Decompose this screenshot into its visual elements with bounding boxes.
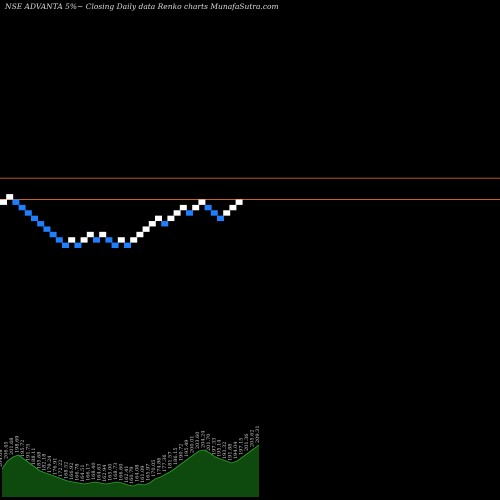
volume-label: 193.32 [222, 442, 228, 460]
up-brick [99, 231, 107, 238]
volume-label: 201.70 [206, 434, 212, 452]
down-brick [37, 221, 45, 227]
volume-label: 191.75 [25, 444, 31, 462]
volume-label: 205.62 [250, 430, 256, 448]
up-brick [86, 231, 94, 238]
volume-label: 166.60 [118, 464, 124, 482]
volume-label: 182.18 [42, 454, 48, 472]
up-brick [80, 237, 88, 243]
volume-panel: 204.08 206.45 201.68 198.69 195.72 191.75 188.… [0, 426, 261, 497]
volume-label: 170.05 [151, 460, 157, 478]
volume-label: 188.11 [31, 448, 37, 466]
volume-label: 197.33 [211, 438, 217, 456]
volume-label: 179.24 [47, 456, 53, 474]
volume-label: 165.00 [107, 464, 113, 482]
volume-label: 195.72 [20, 440, 26, 458]
volume-label: 195.49 [184, 440, 190, 458]
down-brick [186, 210, 193, 216]
up-brick [68, 237, 76, 243]
down-brick [111, 242, 119, 249]
volume-label: 204.24 [200, 431, 206, 449]
down-brick [24, 210, 32, 216]
up-brick [117, 237, 125, 243]
down-brick [217, 215, 224, 222]
volume-label: 166.92 [69, 463, 75, 481]
volume-label: 176.91 [53, 458, 59, 476]
volume-label: 160.79 [129, 467, 135, 485]
down-brick [31, 215, 38, 222]
volume-label: 194.04 [233, 442, 239, 460]
down-brick [210, 210, 218, 216]
up-brick [229, 204, 237, 211]
chart-title: NSE ADVANTA 5%~ Closing Daily data Renko… [4, 2, 279, 11]
volume-label: 203.60 [195, 432, 201, 450]
up-brick [173, 210, 181, 216]
down-brick [105, 237, 113, 243]
up-brick [198, 199, 206, 205]
down-brick [62, 242, 69, 249]
up-brick [155, 215, 162, 222]
volume-label: 204.08 [0, 450, 4, 468]
down-brick [204, 204, 212, 211]
volume-label: 209.31 [255, 426, 261, 444]
volume-label: 164.51 [80, 465, 86, 483]
volume-label: 166.78 [75, 464, 81, 482]
down-brick [18, 204, 26, 211]
up-brick [0, 199, 7, 205]
volume-label: 168.73 [113, 463, 119, 481]
volume-label: 185.68 [36, 452, 42, 470]
down-brick [124, 242, 131, 249]
volume-label: 174.86 [157, 458, 163, 476]
volume-label: 191.88 [228, 444, 234, 462]
up-brick [179, 204, 187, 211]
volume-label: 162.41 [124, 466, 130, 484]
volume-label: 201.68 [9, 438, 15, 456]
volume-label: 164.63 [96, 464, 102, 482]
down-brick [93, 237, 100, 243]
volume-label: 162.94 [102, 465, 108, 483]
volume-label: 168.40 [91, 463, 97, 481]
volume-label: 206.45 [4, 442, 10, 460]
down-brick [12, 199, 20, 205]
volume-label: 166.17 [86, 464, 92, 482]
volume-label: 172.22 [58, 460, 64, 478]
volume-label: 164.08 [135, 465, 141, 483]
up-brick [136, 231, 144, 238]
up-brick [192, 204, 200, 211]
volume-line [1, 444, 260, 487]
up-brick [167, 215, 175, 222]
volume-label: 186.15 [173, 448, 179, 466]
up-brick [130, 237, 138, 243]
volume-label: 195.14 [217, 440, 223, 458]
volume-label: 181.57 [168, 452, 174, 470]
volume-label: 190.72 [178, 444, 184, 462]
up-brick [148, 221, 156, 227]
volume-label: 201.36 [244, 434, 250, 452]
down-brick [74, 242, 82, 249]
volume-label: 168.52 [64, 462, 70, 480]
down-brick [43, 226, 51, 232]
volume-label: 161.09 [140, 466, 146, 484]
volume-label: 198.69 [14, 436, 20, 454]
down-brick [161, 221, 169, 227]
volume-label: 177.36 [162, 455, 168, 473]
volume-label: 197.15 [239, 438, 245, 456]
up-brick [223, 210, 231, 216]
up-brick [142, 226, 150, 232]
down-brick [49, 231, 57, 238]
volume-label: 165.97 [146, 464, 152, 482]
up-brick [6, 194, 14, 200]
level-lines [0, 177, 500, 200]
down-brick [55, 237, 63, 243]
up-brick [235, 199, 243, 205]
renko-bricks [0, 194, 243, 249]
volume-label: 200.01 [189, 436, 195, 454]
volume-area [2, 445, 259, 497]
